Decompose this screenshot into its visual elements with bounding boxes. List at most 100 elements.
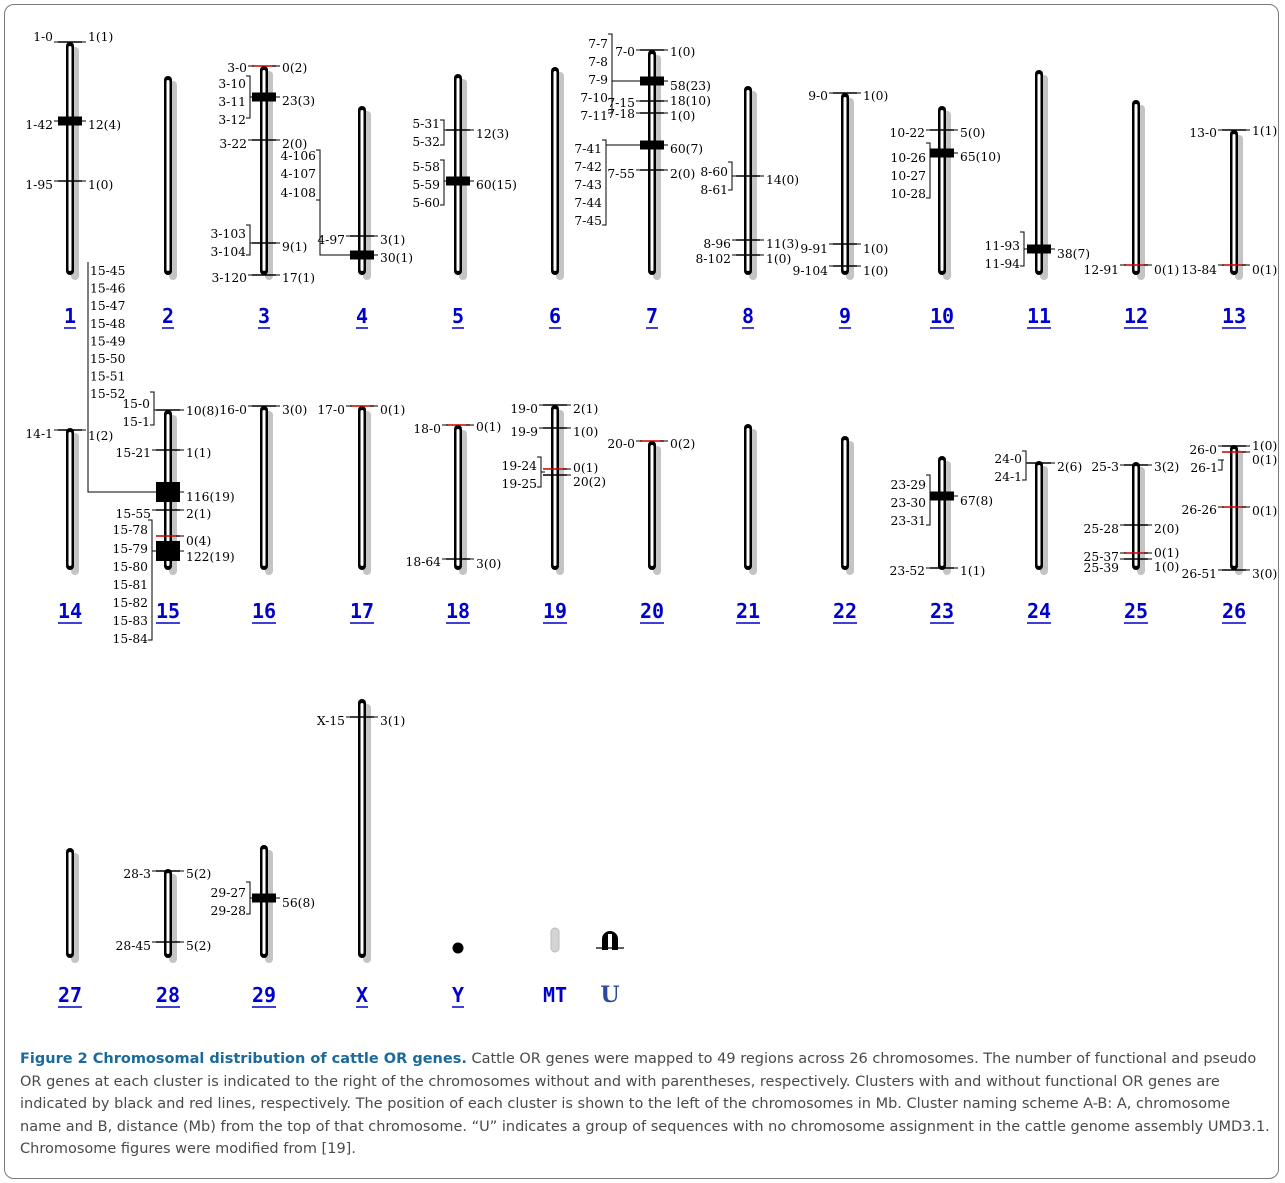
chromosome-23	[926, 456, 958, 575]
bracket-line	[440, 119, 445, 146]
cluster-count-label: 60(7)	[670, 142, 703, 156]
bracket-label: 8-61	[700, 183, 728, 197]
bracket-label: 29-27	[211, 886, 246, 900]
cluster-count-label: 9(1)	[282, 240, 307, 254]
cluster-position-label: 7-0	[615, 45, 635, 59]
caption-title: Figure 2 Chromosomal distribution of cat…	[20, 1051, 467, 1067]
cluster-block	[252, 893, 276, 903]
cluster-count-label: 1(0)	[573, 425, 598, 439]
cluster-bracket	[1022, 450, 1029, 481]
bracket-label: 5-31	[412, 117, 440, 131]
cluster-position-label: 25-3	[1091, 460, 1119, 474]
bracket-label: 7-7	[588, 37, 608, 51]
chromosome-15	[152, 409, 184, 575]
bracket-label: 3-10	[218, 77, 246, 91]
chromosome-label-8: 8	[742, 304, 754, 328]
bracket-label: 3-103	[211, 227, 246, 241]
bracket-label: 29-28	[211, 904, 246, 918]
chromosome-highlight	[456, 78, 460, 271]
cluster-block	[640, 140, 664, 150]
cluster-bracket	[608, 33, 642, 114]
labels-layer: 11-0 1(1)1-42 12(4)1-95 1(0)2 33-0 0(2)23(3)3…	[25, 30, 1277, 1008]
chromosome-label-16: 16	[252, 599, 276, 623]
cluster-count-label: 5(2)	[186, 939, 211, 953]
bracket-label: 7-44	[574, 196, 602, 210]
chromosome-22	[841, 436, 854, 575]
chromosome-u	[596, 931, 624, 950]
cluster-bracket	[246, 224, 254, 256]
cluster-position-label: 18-64	[406, 555, 442, 569]
cluster-count-label: 58(23)	[670, 79, 711, 93]
chromosome-11	[1027, 70, 1055, 280]
bracket-line	[1218, 459, 1223, 471]
bracket-line	[602, 139, 607, 226]
cluster-position-label: 26-51	[1182, 567, 1217, 581]
cluster-block	[930, 148, 954, 158]
chromosome-highlight	[166, 873, 170, 954]
cluster-position-label: 3-120	[212, 271, 247, 285]
cluster-position-label: 7-18	[607, 107, 635, 121]
chromosome-highlight	[262, 70, 266, 271]
cluster-count-label: 0(1)	[573, 461, 598, 475]
bracket-label: 4-106	[281, 149, 317, 163]
cluster-count-label: 11(3)	[766, 237, 799, 251]
chromosome-label-5: 5	[452, 304, 464, 328]
cluster-count-label: 0(2)	[282, 61, 307, 75]
chromosome-27	[66, 848, 79, 963]
chromosome-label-20: 20	[640, 599, 664, 623]
bracket-line	[148, 519, 153, 641]
cluster-block	[252, 92, 276, 102]
chromosome-highlight	[68, 46, 72, 271]
cluster-count-label: 0(1)	[1252, 453, 1277, 467]
cluster-position-label: 17-0	[317, 403, 345, 417]
bracket-label: 15-0	[122, 397, 150, 411]
chromosome-1	[54, 41, 86, 280]
cluster-block	[156, 541, 180, 561]
cluster-count-label: 1(2)	[88, 429, 113, 443]
cluster-bracket	[150, 391, 158, 426]
bracket-label: 15-78	[113, 523, 148, 537]
chromosome-highlight	[360, 410, 364, 566]
chromosome-highlight	[843, 97, 847, 271]
chromosome-label-10: 10	[930, 304, 954, 328]
cluster-block	[446, 176, 470, 186]
cluster-block	[930, 491, 954, 501]
bracket-line	[926, 474, 931, 526]
bracket-line	[246, 224, 251, 256]
cluster-position-label: 28-45	[116, 939, 151, 953]
cluster-position-label: 8-96	[703, 237, 731, 251]
cluster-position-label: 10-22	[890, 126, 925, 140]
bracket-label: 15-51	[90, 370, 125, 384]
chromosome-label-6: 6	[549, 304, 561, 328]
chromosome-28	[152, 869, 184, 963]
cluster-count-label: 1(1)	[88, 30, 113, 44]
cluster-count-label: 1(0)	[670, 109, 695, 123]
chromosome-highlight	[746, 428, 750, 566]
cluster-count-label: 56(8)	[282, 896, 315, 910]
cluster-position-label: 1-95	[25, 178, 53, 192]
chromosome-highlight	[940, 110, 944, 271]
cluster-count-label: 1(1)	[960, 564, 985, 578]
cluster-bracket	[316, 149, 352, 256]
chromosome-label-17: 17	[350, 599, 374, 623]
cluster-position-label: 25-39	[1084, 561, 1119, 575]
cluster-position-label: 25-28	[1084, 522, 1119, 536]
chromosome-6	[551, 67, 564, 280]
bracket-line	[1022, 450, 1027, 481]
cluster-bracket	[440, 119, 448, 146]
chromosome-label-22: 22	[833, 599, 857, 623]
bracket-line	[537, 456, 542, 488]
chromosome-label-9: 9	[839, 304, 851, 328]
cluster-count-label: 12(3)	[476, 127, 509, 141]
cluster-count-label: 2(0)	[282, 137, 307, 151]
bracket-label: 15-49	[90, 334, 125, 348]
bracket-label: 24-0	[994, 452, 1022, 466]
cluster-count-label: 3(2)	[1154, 460, 1179, 474]
cluster-position-label: 9-91	[800, 242, 828, 256]
chromosome-label-24: 24	[1027, 599, 1051, 623]
bracket-label: 5-58	[412, 160, 440, 174]
chromosome-label-12: 12	[1124, 304, 1148, 328]
cluster-bracket	[926, 142, 932, 199]
chromosome-highlight	[262, 410, 266, 566]
chromosome-highlight	[360, 703, 364, 954]
